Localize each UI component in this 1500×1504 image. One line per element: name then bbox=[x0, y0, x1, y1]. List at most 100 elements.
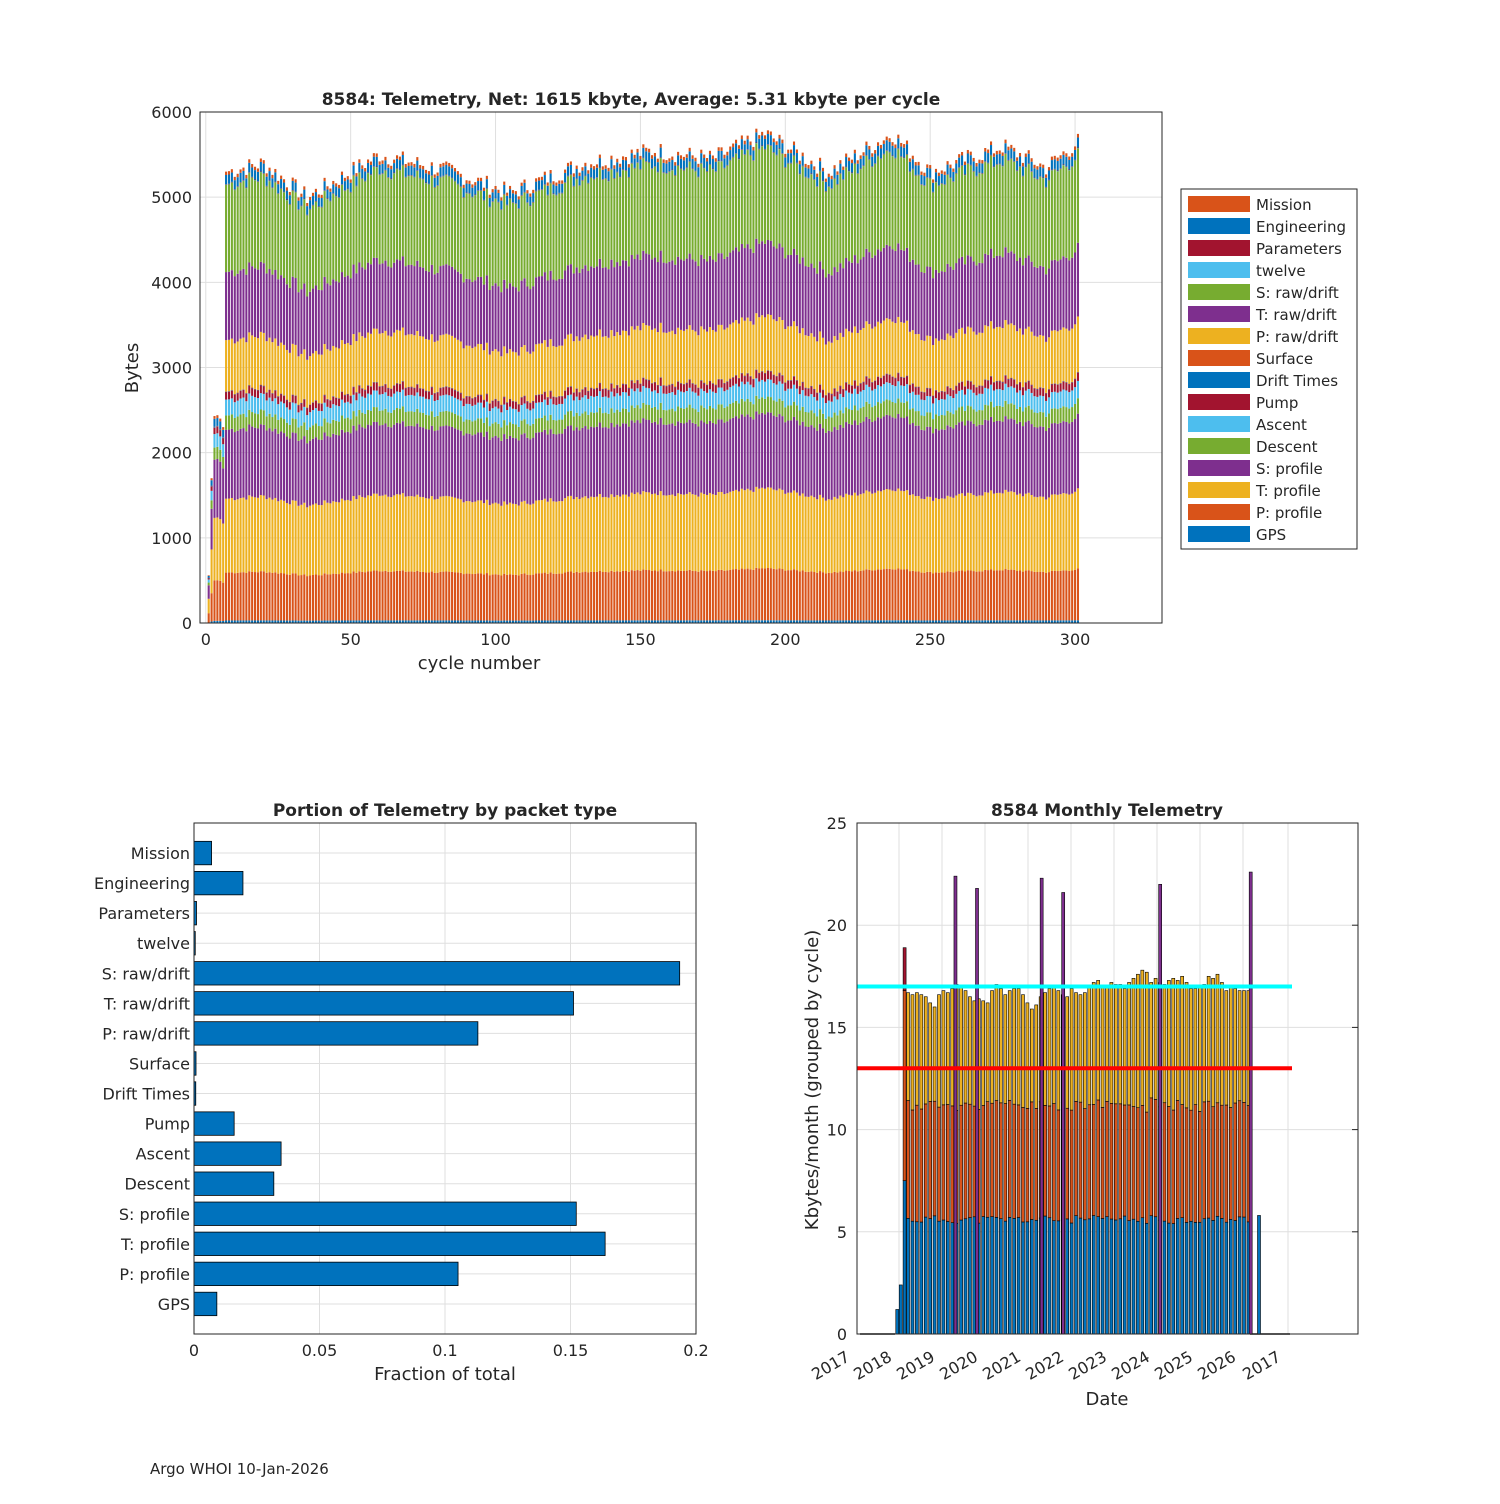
cycle-bar-segment bbox=[393, 394, 395, 410]
cycle-bar-segment bbox=[891, 142, 893, 146]
cycle-bar-segment bbox=[868, 419, 870, 492]
cycle-bar-segment bbox=[254, 428, 256, 498]
cycle-bar-segment bbox=[694, 424, 696, 495]
cycle-bar-segment bbox=[871, 167, 873, 258]
cycle-bar-segment bbox=[550, 572, 552, 620]
cycle-bar-segment bbox=[552, 181, 554, 184]
cycle-bar-segment bbox=[460, 417, 462, 431]
cycle-bar-segment bbox=[431, 175, 433, 176]
cycle-bar-segment bbox=[1019, 166, 1021, 167]
cycle-bar-segment bbox=[926, 177, 928, 178]
cycle-bar-segment bbox=[1045, 187, 1047, 274]
cycle-bar-segment bbox=[770, 371, 772, 379]
cycle-bar-segment bbox=[471, 399, 473, 406]
cycle-bar-segment bbox=[735, 569, 737, 620]
cycle-bar-segment bbox=[237, 186, 239, 187]
cycle-bar-segment bbox=[770, 131, 772, 135]
cycle-bar-segment bbox=[274, 398, 276, 414]
cycle-bar-segment bbox=[625, 171, 627, 261]
cycle-bar-segment bbox=[483, 191, 485, 200]
cycle-bar-segment bbox=[628, 164, 630, 167]
cycle-bar-segment bbox=[355, 416, 357, 430]
cycle-bar-segment bbox=[292, 418, 294, 432]
cycle-bar-segment bbox=[993, 153, 995, 156]
cycle-bar-segment bbox=[976, 496, 978, 571]
cycle-bar-segment bbox=[564, 170, 566, 173]
cycle-bar-segment bbox=[718, 253, 720, 325]
cycle-bar-segment bbox=[735, 247, 737, 320]
cycle-bar-segment bbox=[897, 135, 899, 139]
x-tick-label: 150 bbox=[625, 630, 656, 649]
cycle-bar-segment bbox=[213, 460, 215, 518]
cycle-bar-segment bbox=[1039, 412, 1041, 427]
cycle-bar-segment bbox=[683, 170, 685, 260]
cycle-bar-segment bbox=[486, 188, 488, 189]
cycle-bar-segment bbox=[784, 407, 786, 422]
cycle-bar-segment bbox=[300, 206, 302, 289]
cycle-bar-segment bbox=[680, 408, 682, 423]
cycle-bar-segment bbox=[915, 386, 917, 387]
cycle-bar-segment bbox=[231, 270, 233, 338]
cycle-bar-segment bbox=[367, 159, 369, 162]
cycle-bar-segment bbox=[608, 428, 610, 497]
cycle-bar-segment bbox=[854, 163, 856, 255]
cycle-bar-segment bbox=[941, 415, 943, 429]
cycle-bar-segment bbox=[1071, 329, 1073, 382]
cycle-bar-segment bbox=[466, 574, 468, 621]
cycle-bar-segment bbox=[889, 152, 891, 246]
cycle-bar-segment bbox=[451, 178, 453, 179]
cycle-bar-segment bbox=[376, 382, 378, 383]
cycle-bar-segment bbox=[802, 166, 804, 257]
cycle-bar-segment bbox=[639, 494, 641, 570]
cycle-bar-segment bbox=[793, 376, 795, 377]
cycle-bar-segment bbox=[587, 170, 589, 173]
cycle-bar-segment bbox=[355, 400, 357, 416]
cycle-bar-segment bbox=[781, 247, 783, 320]
cycle-bar-segment bbox=[976, 163, 978, 166]
cycle-bar-segment bbox=[552, 397, 554, 404]
cycle-bar-segment bbox=[755, 313, 757, 369]
monthly-telemetry-chart: 0510152025201720182019202020212022202320… bbox=[802, 801, 1358, 1410]
cycle-bar-segment bbox=[544, 391, 546, 392]
cycle-bar-segment bbox=[309, 506, 311, 576]
cycle-bar-segment bbox=[1036, 497, 1038, 572]
cycle-bar-segment bbox=[970, 382, 972, 390]
cycle-bar-segment bbox=[240, 339, 242, 390]
category-label: GPS bbox=[158, 1295, 190, 1314]
cycle-bar-segment bbox=[590, 497, 592, 572]
cycle-bar-segment bbox=[894, 144, 896, 148]
cycle-bar-segment bbox=[1068, 495, 1070, 571]
cycle-bar-segment bbox=[364, 414, 366, 428]
cycle-bar-segment bbox=[665, 496, 667, 572]
cycle-bar-segment bbox=[628, 396, 630, 412]
legend-entry: Descent bbox=[1256, 438, 1318, 456]
cycle-bar-segment bbox=[767, 412, 769, 487]
cycle-bar-segment bbox=[773, 246, 775, 319]
cycle-bar-segment bbox=[871, 390, 873, 407]
cycle-bar-segment bbox=[486, 402, 488, 418]
monthly-bar-segment bbox=[907, 1101, 910, 1219]
cycle-bar-segment bbox=[608, 168, 610, 171]
cycle-bar-segment bbox=[315, 189, 317, 192]
cycle-bar-segment bbox=[839, 164, 841, 173]
cycle-bar-segment bbox=[923, 393, 925, 401]
cycle-bar-segment bbox=[1068, 170, 1070, 171]
cycle-bar-segment bbox=[211, 549, 213, 593]
cycle-bar-segment bbox=[495, 503, 497, 575]
cycle-bar-segment bbox=[1048, 167, 1050, 170]
cycle-bar-segment bbox=[877, 156, 879, 157]
cycle-bar-segment bbox=[445, 165, 447, 174]
cycle-bar-segment bbox=[935, 429, 937, 498]
cycle-bar-segment bbox=[616, 393, 618, 409]
cycle-bar-segment bbox=[793, 377, 795, 385]
cycle-bar-segment bbox=[915, 411, 917, 426]
cycle-bar-segment bbox=[405, 335, 407, 387]
cycle-bar-segment bbox=[242, 171, 244, 180]
cycle-bar-segment bbox=[1074, 252, 1076, 324]
cycle-bar-segment bbox=[277, 193, 279, 194]
cycle-bar-segment bbox=[671, 170, 673, 260]
cycle-bar-segment bbox=[561, 434, 563, 502]
cycle-bar-segment bbox=[602, 268, 604, 337]
cycle-bar-segment bbox=[689, 388, 691, 405]
cycle-bar-segment bbox=[689, 420, 691, 493]
